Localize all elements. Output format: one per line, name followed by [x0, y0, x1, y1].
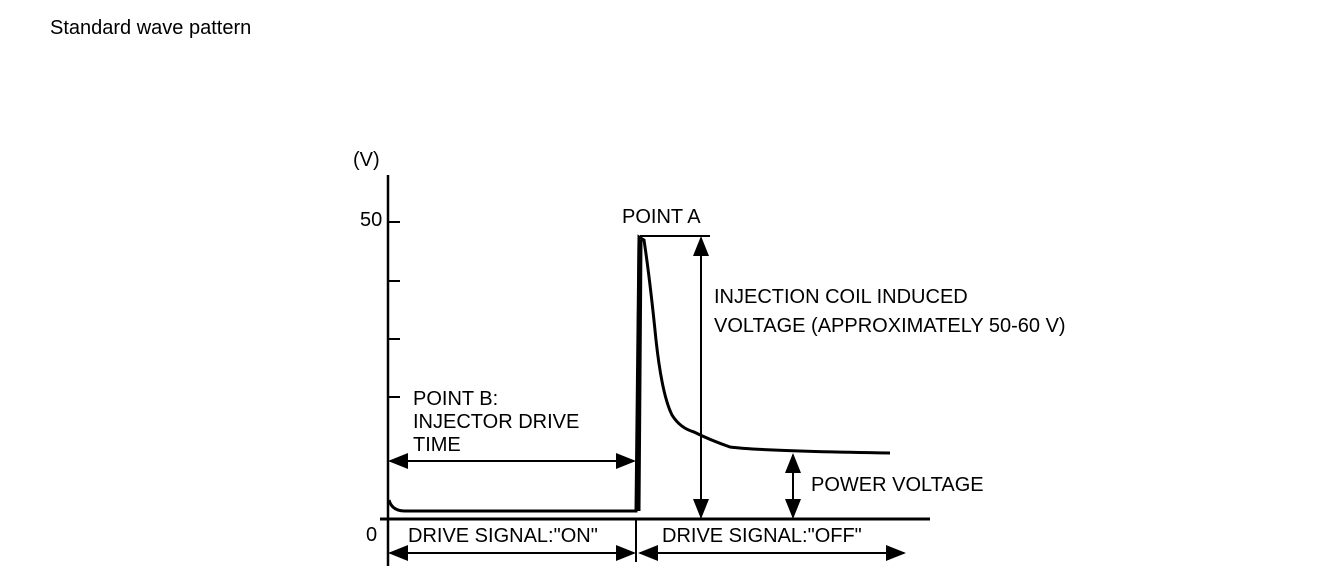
axes — [380, 175, 930, 566]
title: Standard wave pattern — [50, 17, 251, 39]
point-b-label: INJECTOR DRIVE — [413, 411, 579, 433]
waveform — [387, 234, 891, 513]
axis-label: 50 — [360, 209, 382, 231]
point-b-label: POINT B: — [413, 388, 498, 410]
point-a-label: POINT A — [622, 206, 701, 228]
axis-unit: (V) — [353, 149, 380, 171]
power-voltage-label: POWER VOLTAGE — [811, 474, 984, 496]
induced-label: VOLTAGE (APPROXIMATELY 50-60 V) — [714, 315, 1066, 337]
drive-off-label: DRIVE SIGNAL:"OFF" — [662, 525, 862, 547]
drive-on-label: DRIVE SIGNAL:"ON" — [408, 525, 598, 547]
point-b-label: TIME — [413, 434, 461, 456]
annotations — [388, 235, 906, 562]
induced-label: INJECTION COIL INDUCED — [714, 286, 968, 308]
axis-label: 0 — [366, 524, 377, 546]
